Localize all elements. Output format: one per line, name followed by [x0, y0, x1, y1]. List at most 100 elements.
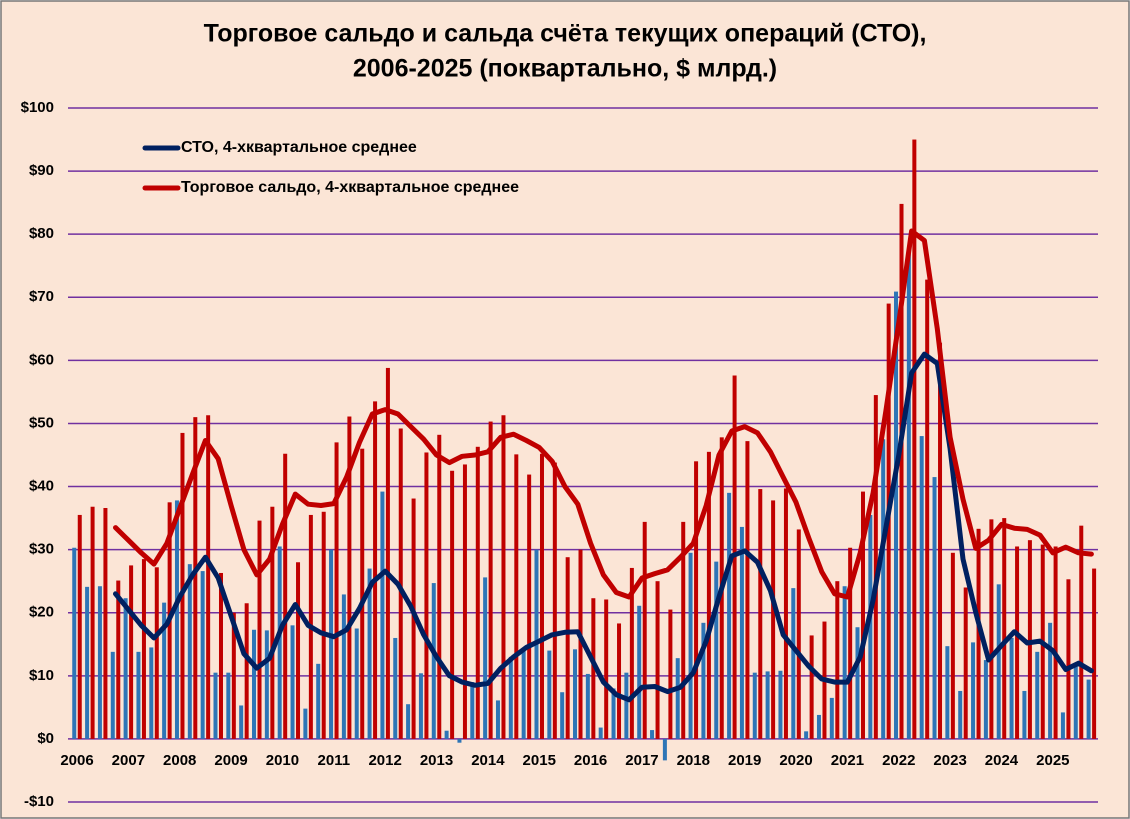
- bar: [611, 688, 616, 739]
- bar: [1079, 525, 1084, 739]
- bar: [1027, 540, 1032, 739]
- bar: [925, 279, 930, 739]
- y-tick-label: -$10: [24, 793, 54, 810]
- bar: [727, 492, 732, 739]
- bar: [919, 436, 924, 739]
- line: [113, 228, 1094, 600]
- bar: [1015, 546, 1020, 739]
- bar: [637, 605, 642, 739]
- bar: [283, 453, 288, 739]
- bar: [958, 690, 963, 739]
- bar: [329, 549, 334, 739]
- bar: [662, 738, 667, 761]
- x-tick-label: 2019: [728, 752, 761, 769]
- bar: [598, 727, 603, 739]
- bar: [85, 586, 90, 739]
- bar: [899, 203, 904, 739]
- bar: [149, 647, 154, 739]
- bar: [495, 700, 500, 739]
- y-tick-label: $10: [29, 667, 54, 684]
- bar: [1048, 622, 1053, 739]
- bar: [783, 488, 788, 739]
- bar: [1066, 579, 1071, 739]
- bar: [514, 454, 519, 739]
- bar: [1086, 679, 1091, 739]
- bar: [739, 526, 744, 739]
- bar: [360, 448, 365, 739]
- bar: [264, 630, 269, 739]
- y-tick-label: $30: [29, 541, 54, 558]
- bar: [103, 507, 108, 739]
- bar: [796, 529, 801, 739]
- bar: [116, 580, 121, 739]
- bar: [252, 629, 257, 739]
- bar: [187, 564, 192, 739]
- bar: [1073, 666, 1078, 739]
- bar: [411, 498, 416, 739]
- bar: [855, 627, 860, 739]
- bar: [765, 671, 770, 739]
- bar: [624, 672, 629, 739]
- bar: [141, 559, 146, 739]
- x-tick-label: 2006: [60, 752, 93, 769]
- bar: [681, 521, 686, 739]
- bar: [72, 547, 77, 739]
- bar: [894, 291, 899, 739]
- bar: [470, 682, 475, 739]
- bar: [444, 730, 449, 739]
- x-tick-label: 2013: [420, 752, 453, 769]
- legend-label: СТО, 4-хквартальное среднее: [181, 139, 417, 156]
- x-tick-label: 2020: [779, 752, 812, 769]
- y-tick-label: $40: [29, 478, 54, 495]
- x-tick-label: 2025: [1036, 752, 1069, 769]
- bar: [1002, 518, 1007, 739]
- bar: [565, 557, 570, 739]
- bar: [398, 428, 403, 739]
- y-tick-label: $80: [29, 225, 54, 242]
- x-tick-label: 2009: [214, 752, 247, 769]
- bar: [483, 577, 488, 739]
- bar: [462, 464, 467, 739]
- bar: [617, 623, 622, 739]
- bar: [213, 672, 218, 739]
- bar: [393, 637, 398, 739]
- bar: [976, 528, 981, 739]
- bar: [560, 692, 565, 739]
- bar: [316, 663, 321, 739]
- bar: [200, 571, 205, 739]
- bar: [354, 628, 359, 739]
- bar: [848, 547, 853, 739]
- bar: [77, 514, 82, 739]
- y-tick-label: $100: [21, 99, 54, 116]
- bar: [180, 432, 185, 739]
- bar: [418, 673, 423, 739]
- bar: [778, 670, 783, 739]
- x-tick-label: 2008: [163, 752, 196, 769]
- bar: [714, 561, 719, 739]
- bar: [989, 519, 994, 739]
- x-tick-label: 2023: [933, 752, 966, 769]
- chart-title: 2006-2025 (поквартально, $ млрд.): [353, 55, 777, 83]
- x-tick-label: 2017: [625, 752, 658, 769]
- bar: [694, 461, 699, 739]
- bar: [437, 434, 442, 739]
- bar: [547, 650, 552, 739]
- bar: [90, 506, 95, 739]
- bar: [257, 520, 262, 739]
- y-tick-label: $90: [29, 162, 54, 179]
- bar: [983, 660, 988, 739]
- bar: [406, 704, 411, 739]
- x-tick-label: 2015: [523, 752, 556, 769]
- bar: [578, 549, 583, 739]
- bar: [431, 583, 436, 739]
- bar: [881, 439, 886, 739]
- bar: [932, 477, 937, 739]
- bar: [868, 514, 873, 739]
- bar: [1092, 568, 1097, 739]
- bar: [508, 656, 513, 739]
- y-tick-label: $20: [29, 604, 54, 621]
- bar: [218, 572, 223, 739]
- bar: [162, 602, 167, 739]
- bar: [906, 251, 911, 739]
